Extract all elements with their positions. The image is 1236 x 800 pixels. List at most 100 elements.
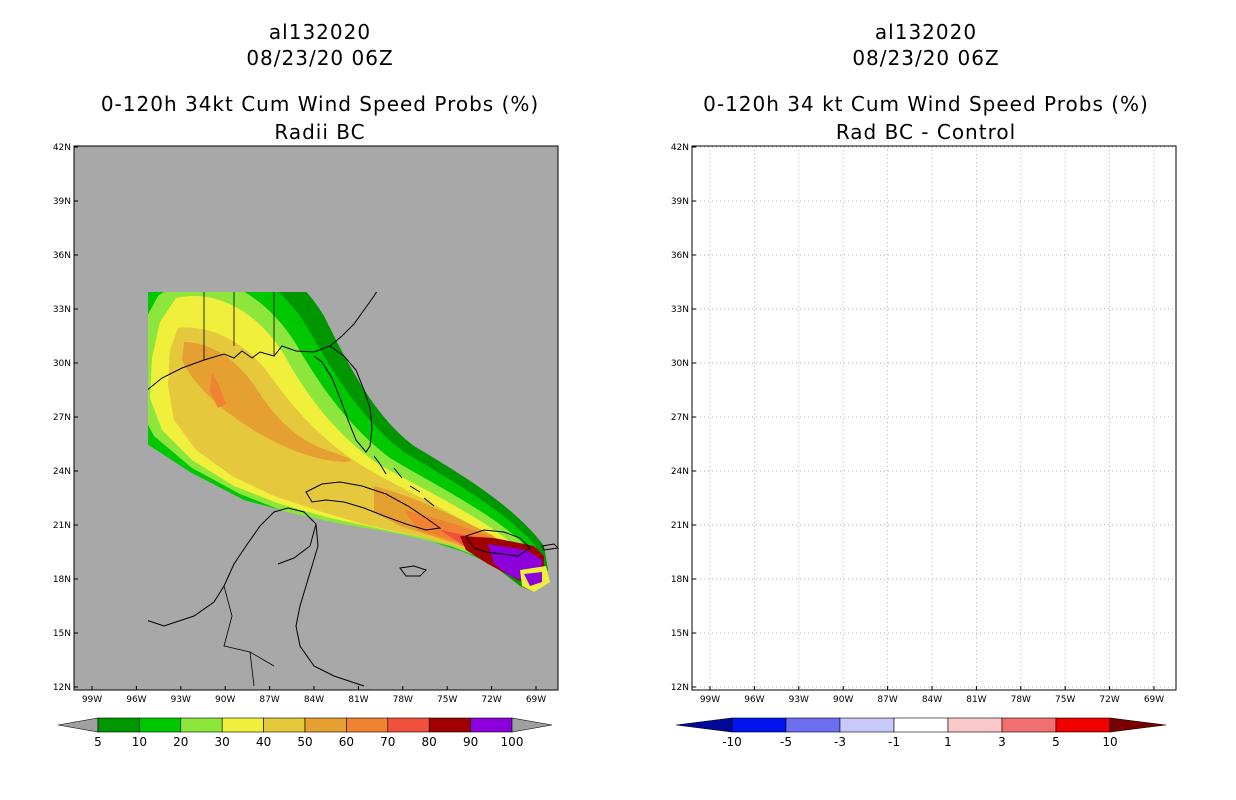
colorbar-swatch (97, 717, 140, 733)
lat-label: 15N (671, 629, 689, 639)
colorbar-swatch (1055, 717, 1111, 733)
lat-label: 33N (671, 305, 689, 315)
lat-label: 18N (53, 575, 71, 585)
lat-label: 27N (53, 413, 71, 423)
colorbar-label: 5 (94, 735, 102, 749)
colorbar-swatch (839, 717, 895, 733)
lon-label: 84W (304, 695, 324, 705)
colorbar-swatch (893, 717, 949, 733)
lat-label: 36N (53, 251, 71, 261)
colorbar-swatch (785, 717, 841, 733)
colorbar-label: 20 (173, 735, 188, 749)
colorbar-swatch (470, 717, 513, 733)
colorbar-left-arrow (675, 717, 733, 733)
colorbar-swatch (428, 717, 471, 733)
lat-label: 15N (53, 629, 71, 639)
lon-label: 75W (437, 695, 457, 705)
lon-label: 78W (1011, 695, 1031, 705)
lon-label: 72W (481, 695, 501, 705)
lon-label: 78W (393, 695, 413, 705)
colorbar-label: 100 (501, 735, 524, 749)
lon-label: 72W (1099, 695, 1119, 705)
left-title: 0-120h 34kt Cum Wind Speed Probs (%) (100, 92, 540, 116)
lon-label: 90W (833, 695, 853, 705)
colorbar-label: -5 (780, 735, 792, 749)
colorbar-label: 80 (422, 735, 437, 749)
colorbar-label: 3 (998, 735, 1006, 749)
lat-label: 30N (671, 359, 689, 369)
lon-label: 81W (966, 695, 986, 705)
lon-label: 84W (922, 695, 942, 705)
lon-label: 99W (700, 695, 720, 705)
lon-label: 96W (744, 695, 764, 705)
lon-label: 87W (877, 695, 897, 705)
right-map-background (692, 146, 1176, 690)
right-axis-labels: 42N 39N 36N 33N 30N 27N 24N 21N 18N 15N 12N 99W 96W 9… (671, 143, 1164, 705)
colorbar-swatch (139, 717, 182, 733)
left-axis-labels: 42N 39N 36N 33N 30N 27N 24N 21N 18N 15N 12N 99W 96W 9… (53, 143, 546, 705)
lon-label: 87W (259, 695, 279, 705)
colorbar-label: 40 (256, 735, 271, 749)
lon-label: 69W (1144, 695, 1164, 705)
colorbar-label: 50 (297, 735, 312, 749)
left-colorbar: 5 10 20 30 40 50 60 70 80 90 100 (57, 717, 553, 749)
lat-label: 33N (53, 305, 71, 315)
colorbar-swatch (180, 717, 223, 733)
colorbar-left-arrow (57, 717, 99, 733)
left-prob-contours (148, 292, 550, 592)
colorbar-label: -10 (722, 735, 742, 749)
left-storm-id: al132020 (268, 20, 372, 44)
colorbar-swatch (263, 717, 306, 733)
lat-label: 27N (671, 413, 689, 423)
lon-label: 99W (82, 695, 102, 705)
lon-label: 81W (348, 695, 368, 705)
lon-label: 93W (171, 695, 191, 705)
lon-label: 75W (1055, 695, 1075, 705)
colorbar-label: -1 (888, 735, 900, 749)
left-subtitle: Radii BC (274, 120, 366, 144)
colorbar-swatch (947, 717, 1003, 733)
lat-label: 12N (671, 683, 689, 693)
lat-label: 21N (53, 521, 71, 531)
right-map-frame (691, 145, 1177, 691)
colorbar-label: 30 (215, 735, 230, 749)
lat-label: 30N (53, 359, 71, 369)
right-title: 0-120h 34 kt Cum Wind Speed Probs (%) (703, 92, 1149, 116)
colorbar-label: 60 (339, 735, 354, 749)
colorbar-label: 10 (1102, 735, 1117, 749)
lat-label: 42N (53, 143, 71, 153)
colorbar-right-arrow (511, 717, 553, 733)
left-map-frame (73, 145, 559, 691)
colorbar-swatch (346, 717, 389, 733)
left-map: 42N 39N 36N 33N 30N 27N 24N 21N 18N 15N 12N 99W 96W 9… (53, 143, 559, 705)
lat-label: 12N (53, 683, 71, 693)
right-storm-id: al132020 (874, 20, 978, 44)
right-grid (692, 146, 1176, 690)
colorbar-label: 10 (132, 735, 147, 749)
colorbar-swatch (387, 717, 430, 733)
right-subtitle: Rad BC - Control (835, 120, 1017, 144)
colorbar-swatch (221, 717, 264, 733)
lon-label: 93W (789, 695, 809, 705)
colorbar-swatch (304, 717, 347, 733)
colorbar-swatch (731, 717, 787, 733)
lon-label: 90W (215, 695, 235, 705)
lat-label: 24N (53, 467, 71, 477)
right-map: 42N 39N 36N 33N 30N 27N 24N 21N 18N 15N 12N 99W 96W 9… (671, 143, 1177, 705)
lon-label: 96W (126, 695, 146, 705)
left-datetime: 08/23/20 06Z (246, 46, 394, 70)
lat-label: 39N (53, 197, 71, 207)
colorbar-label: 5 (1052, 735, 1060, 749)
colorbar-label: 1 (944, 735, 952, 749)
colorbar-swatch (1001, 717, 1057, 733)
right-colorbar: -10 -5 -3 -1 1 3 5 10 (675, 717, 1167, 749)
lat-label: 42N (671, 143, 689, 153)
lat-label: 18N (671, 575, 689, 585)
lat-label: 36N (671, 251, 689, 261)
colorbar-right-arrow (1109, 717, 1167, 733)
lat-label: 39N (671, 197, 689, 207)
colorbar-label: -3 (834, 735, 846, 749)
lat-label: 21N (671, 521, 689, 531)
right-datetime: 08/23/20 06Z (852, 46, 1000, 70)
